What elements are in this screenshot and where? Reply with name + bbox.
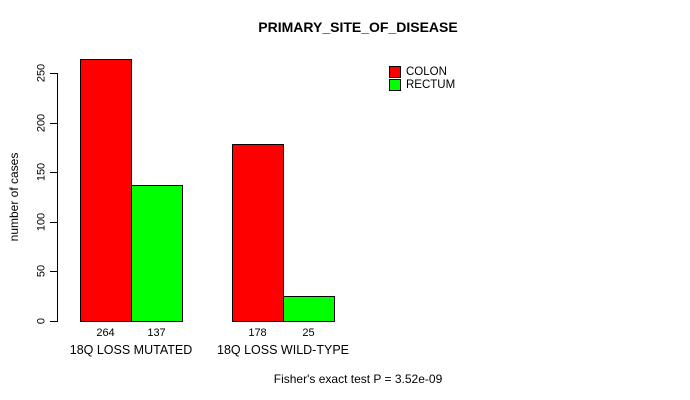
y-tick-label: 50	[35, 264, 48, 278]
y-tick-label: 250	[35, 63, 48, 83]
annotation-fisher-test: Fisher's exact test P = 3.52e-09	[273, 372, 443, 386]
y-tick-mark	[50, 73, 57, 74]
bar-value-label: 25	[302, 327, 315, 339]
bar-value-label: 264	[96, 327, 115, 339]
legend: COLON RECTUM	[389, 66, 455, 92]
y-tick-mark	[50, 123, 57, 124]
chart-title: PRIMARY_SITE_OF_DISEASE	[258, 19, 458, 35]
y-tick-mark	[50, 222, 57, 223]
legend-item: RECTUM	[389, 79, 455, 91]
legend-label: RECTUM	[406, 79, 456, 91]
legend-item: COLON	[389, 66, 455, 78]
legend-label: COLON	[406, 66, 447, 78]
y-tick-label: 0	[35, 317, 48, 325]
y-tick-label: 100	[35, 212, 48, 232]
bar-colon-group2	[232, 144, 284, 322]
y-tick-mark	[50, 172, 57, 173]
y-axis-line	[57, 73, 58, 322]
category-label: 18Q LOSS WILD-TYPE	[217, 343, 349, 357]
bar-rectum-group1	[131, 185, 183, 322]
bar-value-label: 178	[248, 327, 267, 339]
bar-value-label: 137	[147, 327, 166, 339]
legend-swatch-colon	[389, 66, 401, 78]
legend-swatch-rectum	[389, 79, 401, 91]
bar-colon-group1	[80, 59, 132, 322]
y-tick-label: 150	[35, 162, 48, 182]
category-label: 18Q LOSS MUTATED	[69, 343, 193, 357]
y-tick-mark	[50, 271, 57, 272]
y-tick-mark	[50, 321, 57, 322]
y-tick-label: 200	[35, 113, 48, 133]
bar-rectum-group2	[283, 296, 335, 322]
